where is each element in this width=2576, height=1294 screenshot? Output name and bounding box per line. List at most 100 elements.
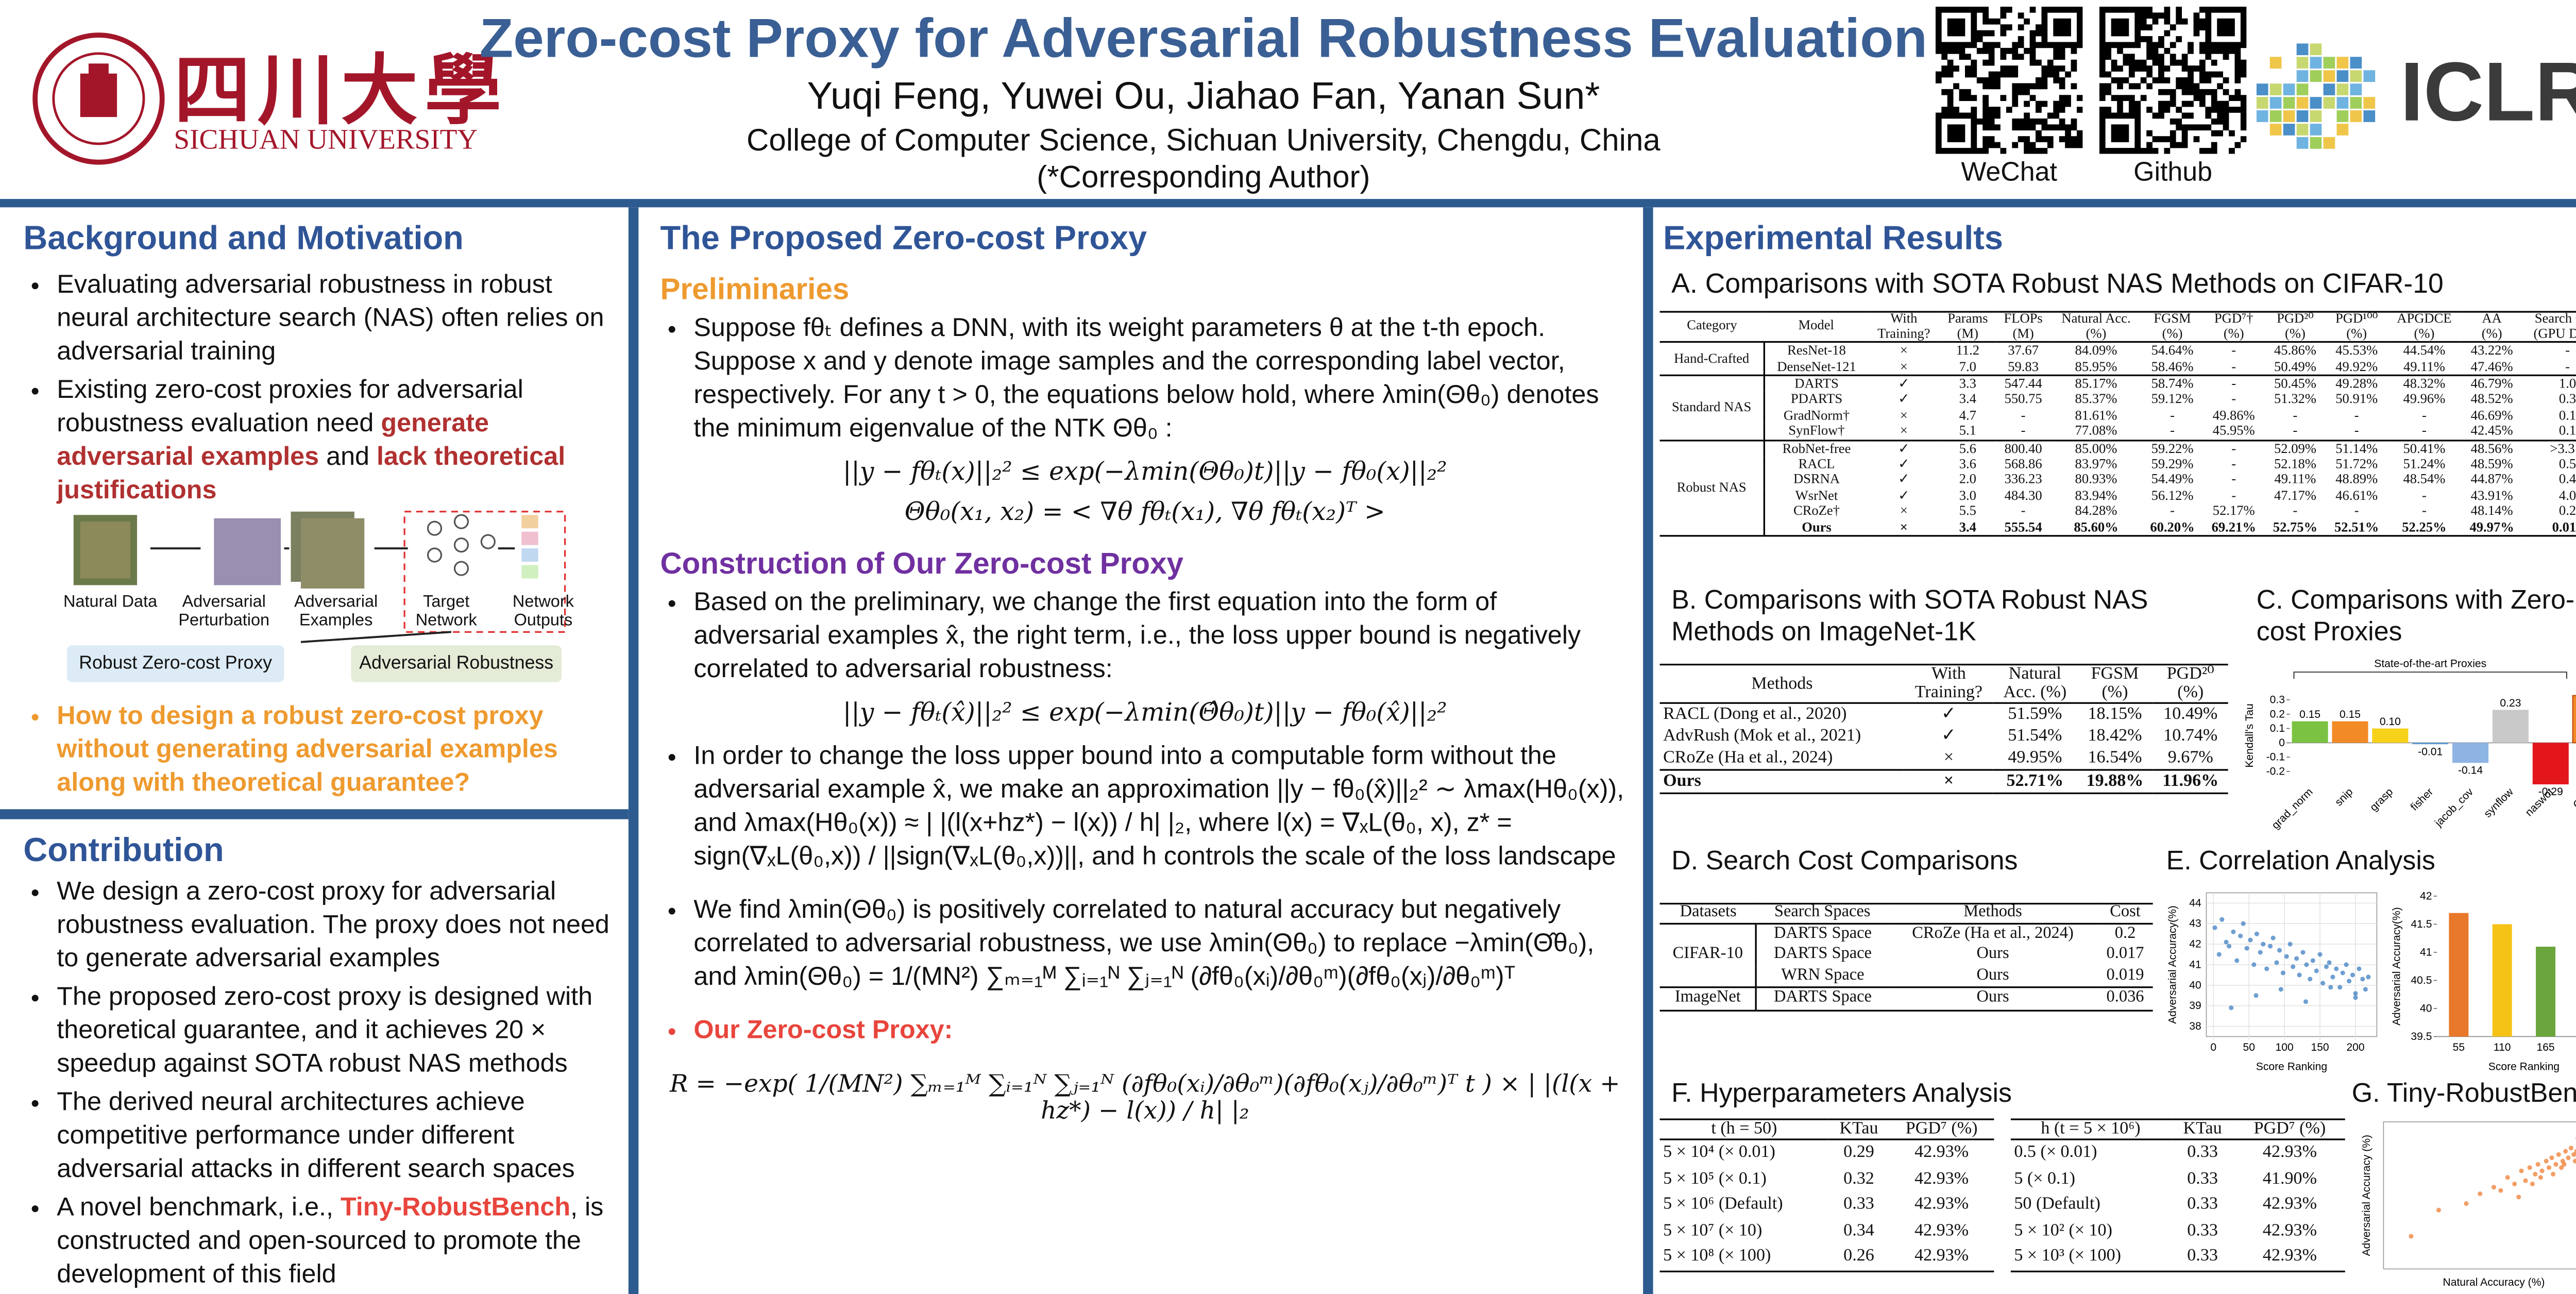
qr-module bbox=[2076, 142, 2083, 148]
point bbox=[2278, 987, 2283, 992]
qr-module bbox=[2059, 107, 2065, 113]
qr-module bbox=[2229, 18, 2235, 25]
qr-module bbox=[1964, 95, 1971, 102]
qr-module bbox=[2229, 130, 2235, 137]
qr-module bbox=[2071, 142, 2077, 148]
qr-module bbox=[2234, 107, 2241, 113]
point bbox=[2347, 979, 2352, 984]
qr-module bbox=[2128, 59, 2135, 66]
table-cell: ✓ bbox=[1898, 472, 1910, 488]
point bbox=[2350, 972, 2355, 978]
y-tick-label: 0.2 bbox=[2270, 708, 2285, 720]
qr-module bbox=[2217, 24, 2223, 30]
table-cell: × bbox=[1943, 749, 1954, 768]
qr-module bbox=[2099, 136, 2106, 142]
qr-module bbox=[2059, 30, 2065, 37]
table-cell: 47.17% bbox=[2274, 488, 2316, 503]
logo-pixel bbox=[2310, 43, 2322, 56]
table-cell: × bbox=[1868, 341, 1940, 359]
table-cell: ✓ bbox=[1898, 392, 1910, 407]
table-cell: 5 (× 0.1) bbox=[2014, 1169, 2075, 1188]
qr-module bbox=[1953, 47, 1959, 54]
qr-module bbox=[2018, 42, 2024, 48]
x-axis-label: Score Ranking bbox=[2488, 1061, 2560, 1072]
qr-module bbox=[2099, 30, 2106, 37]
qr-module bbox=[2140, 6, 2147, 13]
point bbox=[2478, 1191, 2483, 1197]
table-cell: 0.2 bbox=[2558, 503, 2576, 519]
qr-module bbox=[2111, 136, 2117, 142]
table-header-row: Methods With Training? Natural Acc. (%) FGS… bbox=[1659, 664, 2228, 704]
point bbox=[2254, 931, 2259, 936]
qr-module bbox=[2146, 24, 2153, 30]
table-cell: - bbox=[2421, 488, 2427, 503]
qr-module bbox=[2164, 30, 2171, 37]
qr-module bbox=[2029, 118, 2036, 125]
table-cell: RACL bbox=[1798, 456, 1835, 472]
qr-module bbox=[2240, 36, 2247, 42]
text: and bbox=[319, 443, 377, 472]
table-cell: 4.0 bbox=[2558, 488, 2576, 503]
qr-code[interactable] bbox=[2099, 6, 2247, 154]
logo-pixel bbox=[2350, 70, 2362, 82]
qr-module bbox=[2217, 47, 2223, 54]
table-cell: 5 × 10⁷ (× 10) bbox=[1663, 1221, 1762, 1240]
header-cell: Search Spaces bbox=[1756, 903, 1888, 924]
bullet: A novel benchmark, i.e., Tiny-RobustBenc… bbox=[57, 1192, 622, 1292]
table-cell: 0.26 bbox=[1843, 1247, 1874, 1266]
qr-module bbox=[1947, 18, 1954, 25]
table-cell: 77.08% bbox=[2075, 423, 2117, 439]
qr-module bbox=[1935, 136, 1942, 142]
qr-module bbox=[2134, 118, 2141, 125]
qr-module bbox=[2170, 89, 2176, 95]
qr-module bbox=[1941, 107, 1948, 113]
qr-module bbox=[2105, 107, 2112, 113]
table-row: PDARTS ✓ 3.4 550.75 85.37% 59.12% - 51.32% 50.91… bbox=[1660, 392, 2576, 408]
qr-module bbox=[2053, 42, 2060, 48]
qr-module bbox=[2036, 130, 2042, 137]
point bbox=[2551, 1171, 2556, 1177]
qr-module bbox=[1988, 142, 1995, 148]
qr-module bbox=[2117, 112, 2123, 119]
table-cell: 48.52% bbox=[2470, 392, 2513, 407]
qr-module bbox=[2105, 148, 2112, 154]
point bbox=[2523, 1178, 2528, 1183]
header-cell: Methods bbox=[1888, 903, 2098, 924]
qr-module bbox=[2211, 71, 2217, 78]
qr-module bbox=[2223, 47, 2229, 54]
x-tick-label: 0 bbox=[2210, 1041, 2216, 1053]
qr-module bbox=[2164, 12, 2171, 19]
qr-module bbox=[1947, 30, 1954, 37]
table-cell: 547.44 bbox=[1996, 374, 2051, 392]
qr-code[interactable] bbox=[1935, 6, 2083, 154]
header-cell: Datasets bbox=[1659, 903, 1757, 924]
table-row: 5 × 10³ (× 100) 0.33 42.93% bbox=[2011, 1244, 2345, 1271]
qr-module bbox=[1947, 95, 1954, 102]
qr-module bbox=[2059, 100, 2065, 107]
qr-module bbox=[2123, 112, 2129, 119]
table-cell: - bbox=[2170, 503, 2175, 519]
qr-module bbox=[2240, 18, 2247, 25]
point bbox=[2568, 1146, 2573, 1151]
qr-module bbox=[1982, 95, 1989, 102]
qr-module bbox=[2211, 89, 2217, 95]
qr-module bbox=[2018, 83, 2024, 90]
qr-module bbox=[2000, 24, 2007, 30]
table-row: Standard NAS DARTS ✓ 3.3 547.44 85.17% 58.74% -… bbox=[1659, 374, 2576, 440]
qr-module bbox=[2199, 89, 2206, 95]
table-cell: 2.0 bbox=[1959, 472, 1976, 488]
table-cell: 3.4 bbox=[1959, 392, 1976, 407]
qr-module bbox=[1988, 30, 1995, 37]
divider bbox=[628, 207, 639, 1294]
table-cell: DSRNA bbox=[1793, 472, 1840, 488]
table-cell: 50.41% bbox=[2387, 439, 2462, 457]
point bbox=[2544, 1158, 2549, 1164]
qr-module bbox=[2158, 42, 2164, 48]
table-cell: 42.93% bbox=[1914, 1169, 1969, 1188]
table-row: DenseNet-121 × 7.0 59.83 85.95% 58.46% - 50.49%… bbox=[1660, 359, 2576, 375]
point bbox=[2287, 942, 2293, 947]
logo-pixel bbox=[2283, 83, 2295, 95]
qr-module bbox=[2134, 142, 2141, 148]
qr-module bbox=[2065, 136, 2071, 142]
qr-module bbox=[2041, 42, 2048, 48]
